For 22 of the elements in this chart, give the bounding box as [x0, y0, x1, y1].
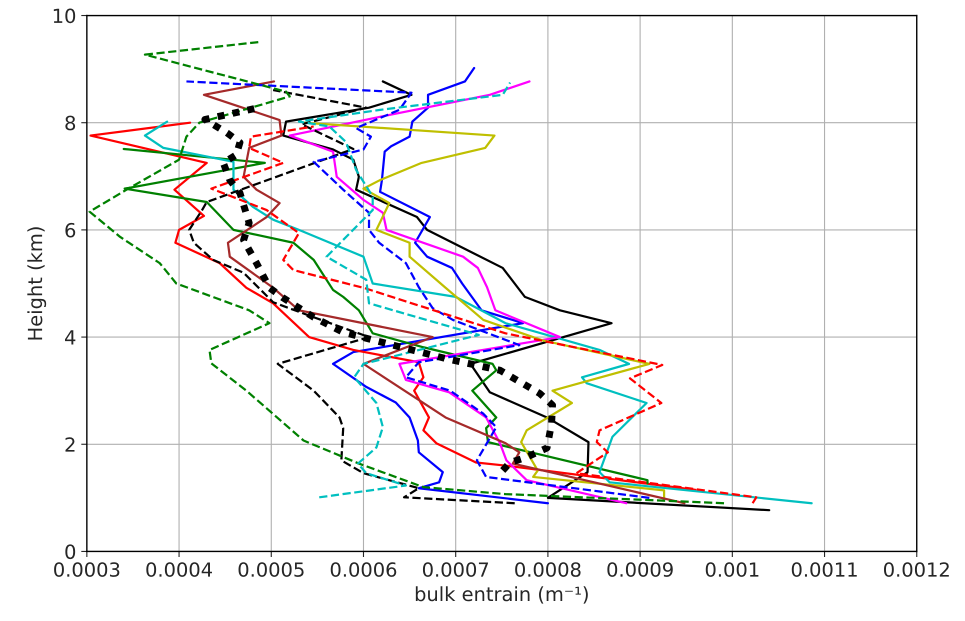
y-tick-label: 2 — [65, 437, 74, 452]
x-tick-label: 0.0007 — [422, 562, 488, 577]
line-series — [303, 122, 666, 499]
x-tick-label: 0.001 — [706, 562, 758, 577]
y-tick-label: 10 — [54, 8, 76, 24]
line-series — [288, 80, 628, 504]
x-tick-label: 0.0005 — [238, 562, 304, 577]
y-tick-label: 0 — [65, 544, 76, 560]
x-tick-label: 0.0004 — [146, 562, 212, 577]
x-tick-label: 0.0012 — [884, 562, 949, 577]
y-tick-label: 8 — [65, 116, 76, 130]
x-tick-label: 0.0011 — [792, 562, 857, 577]
x-tick-label: 0.0003 — [54, 562, 120, 577]
x-tick-label: 0.0009 — [607, 562, 673, 577]
x-axis-title: bulk entrain (m⁻¹) — [416, 586, 588, 604]
y-axis-title: Height (km) — [27, 227, 46, 340]
line-series — [122, 148, 649, 484]
x-tick-label: 0.0008 — [515, 562, 581, 577]
y-tick-label: 4 — [65, 330, 76, 344]
line-series — [88, 40, 726, 504]
y-tick-label: 6 — [65, 222, 76, 238]
x-tick-label: 0.0006 — [330, 562, 396, 577]
